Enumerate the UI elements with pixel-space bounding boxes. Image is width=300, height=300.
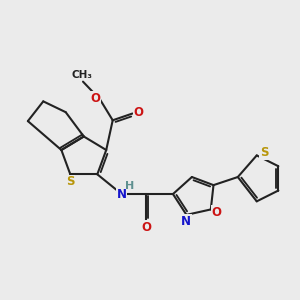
Text: N: N <box>181 215 191 228</box>
Text: O: O <box>212 206 222 219</box>
Text: O: O <box>134 106 143 119</box>
Text: S: S <box>260 146 269 159</box>
Text: O: O <box>141 220 151 233</box>
Text: CH₃: CH₃ <box>71 70 92 80</box>
Text: N: N <box>117 188 127 201</box>
Text: H: H <box>125 181 134 191</box>
Text: O: O <box>90 92 100 105</box>
Text: S: S <box>66 176 74 188</box>
